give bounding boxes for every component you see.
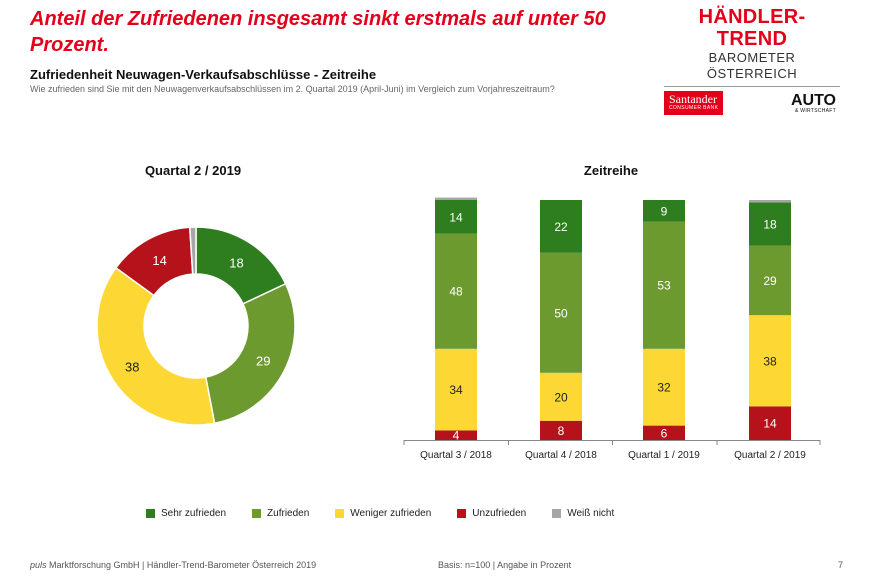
bar-segment-zufrieden-3 (643, 221, 685, 349)
bar-segment-unzufrieden-2 (540, 420, 582, 440)
bar-segment-zufrieden-2 (540, 252, 582, 373)
legend-label-sehr-zufrieden: Sehr zufrieden (161, 508, 227, 519)
bar-label-unzufrieden-3: 6 (661, 426, 668, 440)
bar-segment-zufrieden-4 (749, 245, 791, 316)
bar-label-weniger-zufrieden-2: 20 (554, 390, 568, 404)
bar-segment-weniger-zufrieden-4 (749, 315, 791, 407)
sponsor-logos: Santander CONSUMER BANK AUTO & WIRTSCHAF… (664, 91, 840, 115)
auto-wirtschaft-logo: AUTO & WIRTSCHAFT (790, 91, 836, 114)
bar-label-zufrieden-4: 29 (763, 274, 777, 288)
footer-basis: Basis: n=100 | Angabe in Prozent (438, 560, 572, 570)
page-number: 7 (838, 560, 844, 570)
legend-label-weniger-zufrieden: Weniger zufrieden (350, 508, 432, 519)
legend-swatch-weniger-zufrieden (335, 509, 345, 518)
bar-label-zufrieden-2: 50 (554, 306, 568, 320)
santander-logo: Santander CONSUMER BANK (664, 91, 724, 115)
legend-label-weiss-nicht: Weiß nicht (567, 508, 615, 519)
bar-label-sehr-zufrieden-1: 14 (449, 210, 463, 224)
bar-chart-title: Zeitreihe (583, 163, 639, 178)
auto-logo-name: AUTO (790, 91, 836, 109)
bar-label-zufrieden-3: 53 (657, 279, 671, 293)
bar-segment-zufrieden-1 (435, 233, 477, 349)
legend-item-unzufrieden: Unzufrieden (457, 508, 526, 519)
santander-logo-name: Santander (669, 92, 717, 106)
x-tick-label-2: Quartal 4 / 2018 (525, 450, 597, 461)
donut-label-weniger-zufrieden: 38 (125, 359, 139, 374)
x-tick-label-4: Quartal 2 / 2019 (734, 450, 806, 461)
legend-swatch-zufrieden (252, 509, 262, 518)
footer-source: puls Marktforschung GmbH | Händler-Trend… (30, 560, 316, 570)
legend-item-zufrieden: Zufrieden (252, 508, 309, 519)
bar-label-unzufrieden-1: 4 (453, 429, 460, 443)
donut-label-unzufrieden: 14 (152, 253, 166, 268)
brand-logo-block: HÄNDLER-TREND BAROMETER ÖSTERREICH Santa… (664, 6, 840, 115)
chart-subtitle: Zufriedenheit Neuwagen-Verkaufsabschlüss… (30, 67, 377, 82)
bar-segment-unzufrieden-4 (749, 406, 791, 440)
santander-logo-sub: CONSUMER BANK (669, 105, 719, 111)
legend-label-zufrieden: Zufrieden (267, 508, 310, 519)
bar-label-zufrieden-1: 48 (449, 285, 463, 299)
legend-label-unzufrieden: Unzufrieden (472, 508, 527, 519)
chart-legend: Sehr zufrieden Zufrieden Weniger zufrieden… (146, 508, 614, 519)
donut-label-zufrieden: 29 (256, 353, 270, 368)
bar-segment-weiss-nicht-4 (749, 200, 791, 203)
bar-segment-weniger-zufrieden-1 (435, 348, 477, 431)
bar-segment-sehr-zufrieden-4 (749, 202, 791, 246)
brand-subtitle: BAROMETER ÖSTERREICH (664, 50, 840, 87)
bar-label-sehr-zufrieden-2: 22 (554, 220, 568, 234)
bar-segment-weiss-nicht-1 (435, 197, 477, 200)
auto-logo-sub: & WIRTSCHAFT (794, 107, 836, 114)
bar-segment-weniger-zufrieden-2 (540, 372, 582, 421)
legend-item-weiss-nicht: Weiß nicht (552, 508, 614, 519)
brand-title: HÄNDLER-TREND (698, 6, 806, 50)
bar-label-weniger-zufrieden-4: 38 (763, 354, 777, 368)
footer-brand-puls: puls (30, 560, 47, 570)
bar-label-weniger-zufrieden-3: 32 (657, 381, 671, 395)
legend-swatch-sehr-zufrieden (146, 509, 155, 518)
donut-slice-zufrieden (204, 282, 296, 425)
bar-label-sehr-zufrieden-4: 18 (763, 218, 777, 232)
bar-segment-unzufrieden-3 (643, 425, 685, 440)
bar-segment-weniger-zufrieden-3 (643, 348, 685, 426)
donut-label-sehr-zufrieden: 18 (229, 255, 243, 270)
bar-label-weniger-zufrieden-1: 34 (449, 383, 463, 397)
legend-item-weniger-zufrieden: Weniger zufrieden (335, 508, 431, 519)
footer-source-text: Marktforschung GmbH | Händler-Trend-Baro… (46, 560, 317, 570)
donut-slice-weiss-nicht (188, 226, 197, 275)
survey-question: Wie zufrieden sind Sie mit den Neuwagenv… (30, 84, 555, 94)
bar-segment-unzufrieden-1 (435, 430, 477, 440)
x-tick-label-3: Quartal 1 / 2019 (628, 450, 700, 461)
legend-item-sehr-zufrieden: Sehr zufrieden (146, 508, 226, 519)
bar-label-unzufrieden-4: 14 (763, 417, 777, 431)
x-tick-label-1: Quartal 3 / 2018 (420, 450, 492, 461)
legend-swatch-weiss-nicht (552, 509, 562, 518)
legend-swatch-unzufrieden (457, 509, 467, 518)
donut-chart-title: Quartal 2 / 2019 (144, 163, 242, 178)
bar-segment-sehr-zufrieden-3 (643, 200, 685, 222)
bar-label-unzufrieden-2: 8 (558, 424, 565, 438)
headline: Anteil der Zufriedenen insgesamt sinkt e… (30, 8, 606, 56)
bar-segment-sehr-zufrieden-1 (435, 200, 477, 234)
bar-segment-sehr-zufrieden-2 (540, 200, 582, 253)
donut-slice-weniger-zufrieden (96, 266, 216, 426)
bar-label-sehr-zufrieden-3: 9 (661, 204, 668, 218)
